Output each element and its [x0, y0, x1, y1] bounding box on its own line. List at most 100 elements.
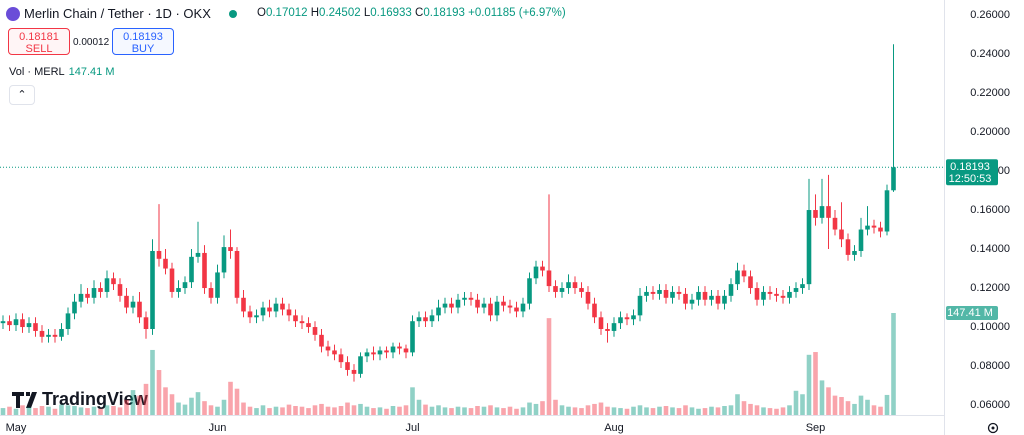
volume-bar [436, 405, 441, 415]
candle-body [728, 284, 734, 296]
candle-body [501, 301, 506, 306]
candle-body [839, 229, 844, 240]
candle-body [494, 301, 500, 316]
volume-bar [566, 406, 571, 415]
volume-bar [273, 406, 279, 415]
candle-body [221, 247, 227, 273]
candle-body [280, 303, 285, 310]
volume-bar [325, 406, 331, 415]
settings-icon[interactable] [987, 422, 999, 434]
candle-body [13, 319, 19, 326]
volume-bar [215, 406, 220, 415]
buy-label[interactable]: BUY [131, 43, 155, 55]
candle-body [488, 303, 493, 316]
volume-bar [182, 404, 188, 415]
candle-body [455, 299, 461, 308]
candle-body [735, 270, 740, 285]
volume-bar [520, 407, 526, 415]
sell-label[interactable]: SELL [25, 43, 53, 55]
volume-bar [780, 407, 786, 415]
candle-body [33, 323, 38, 331]
candle-body [774, 293, 779, 296]
volume-bar [598, 402, 604, 415]
volume-bar [644, 407, 649, 415]
volume-bar [748, 403, 753, 415]
sell-button[interactable]: 0.18181 SELL [8, 28, 70, 55]
volume-bar [390, 406, 396, 415]
candle-body [130, 301, 136, 308]
candle-body [676, 291, 682, 294]
volume-bar [410, 387, 415, 415]
volume-bar [403, 405, 409, 415]
candle-body [585, 291, 591, 304]
candle-body [780, 295, 786, 298]
candle-body [416, 317, 422, 322]
settings-gear[interactable] [987, 422, 999, 434]
volume-bar [46, 406, 51, 415]
sell-price[interactable]: 0.18181 [19, 31, 59, 43]
candle-body [72, 301, 77, 314]
candle-body [793, 288, 799, 292]
volume-bar [254, 408, 259, 415]
candle-body [319, 334, 324, 347]
last-price-tag [946, 159, 998, 186]
volume-bar [540, 401, 545, 415]
volume-bar [494, 407, 500, 415]
volume-bar [319, 403, 324, 415]
candle-body [520, 303, 526, 312]
candle-body [215, 272, 220, 298]
volume-bar [189, 397, 194, 415]
volume-bar [546, 318, 552, 415]
candle-body [637, 295, 643, 316]
volume-bar [468, 408, 474, 415]
volume-bar [423, 404, 428, 415]
volume-bar [624, 408, 630, 415]
candle-body [657, 289, 662, 294]
volume-bar [871, 405, 877, 415]
volume-bar [488, 405, 493, 415]
candle-body [7, 321, 12, 326]
y-tick-label: 0.12000 [970, 282, 1010, 294]
candle-body [631, 315, 636, 320]
candle-body [481, 303, 487, 308]
volume-bar [676, 408, 682, 415]
candle-body [195, 252, 201, 257]
volume-bar [286, 404, 292, 415]
candle-body [52, 334, 58, 337]
volume-bar [722, 406, 727, 415]
buy-button[interactable]: 0.18193 BUY [112, 28, 174, 55]
buy-price[interactable]: 0.18193 [123, 31, 163, 43]
volume-bar [150, 349, 155, 415]
volume-bar [176, 402, 181, 415]
volume-bar [241, 402, 246, 415]
candles [0, 44, 896, 382]
settings-gear-center[interactable] [991, 426, 995, 430]
candle-body [247, 311, 253, 318]
volume-bar [670, 407, 675, 415]
candle-body [650, 291, 656, 294]
volume-bar [124, 399, 129, 415]
candle-body [377, 350, 383, 355]
volume-bar [891, 313, 896, 415]
candle-body [286, 309, 292, 316]
volume-bar [559, 405, 565, 415]
candle-body [371, 352, 376, 355]
volume-bar [384, 408, 389, 415]
volume-bar [338, 406, 344, 415]
volume-bar [715, 407, 721, 415]
volume-bar [514, 408, 519, 415]
symbol-title[interactable]: Merlin Chain / Tether · 1D · OKX [24, 6, 211, 21]
candle-body [384, 350, 389, 353]
ohlc-open: 0.17012 [265, 7, 308, 19]
collapse-button[interactable]: ⌃ [9, 85, 35, 105]
volume-bar [813, 352, 818, 415]
volume-bar [663, 406, 669, 415]
volume-bar [7, 406, 12, 415]
volume-bar [527, 402, 532, 415]
candle-body [468, 297, 474, 300]
candle-body [397, 346, 402, 349]
volume-bar [299, 406, 305, 415]
volume-bar [787, 405, 792, 415]
candle-body [299, 321, 305, 324]
